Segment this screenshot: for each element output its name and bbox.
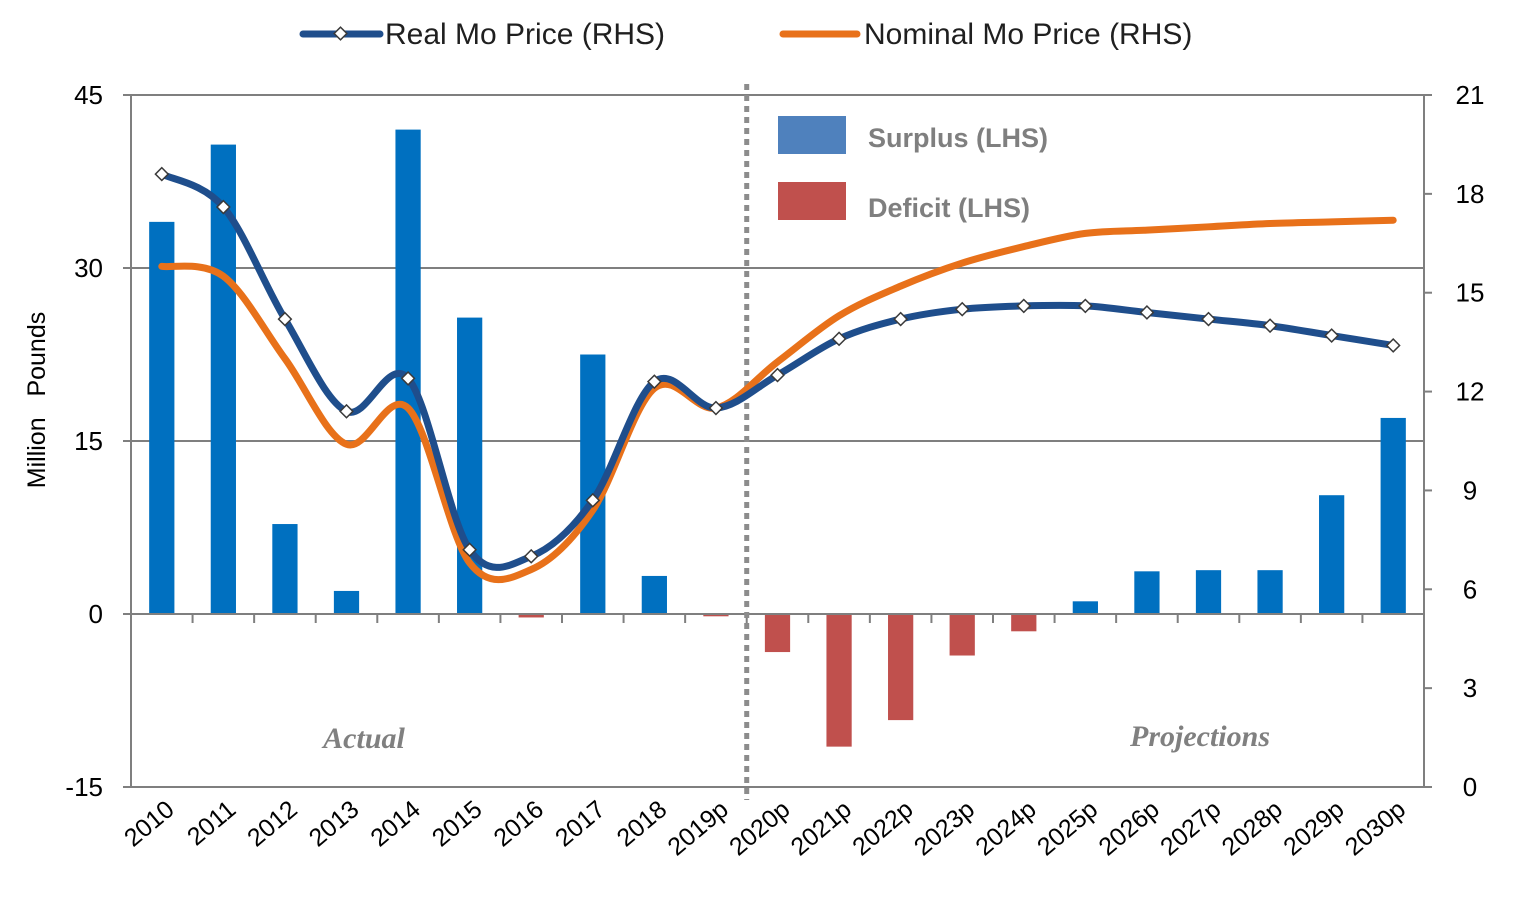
real-price-point-2025p xyxy=(1077,298,1093,314)
bars xyxy=(149,129,1406,747)
category-label-2029p: 2029p xyxy=(1278,795,1349,861)
left-tick-label: -15 xyxy=(65,772,103,802)
deficit-bar-2021p xyxy=(826,614,852,747)
deficit-bar-2024p xyxy=(1011,614,1037,632)
right-tick-label: 9 xyxy=(1463,475,1477,505)
category-label-2016: 2016 xyxy=(488,795,549,852)
right-tick-label: 18 xyxy=(1456,179,1485,209)
category-label-2030p: 2030p xyxy=(1340,795,1411,861)
surplus-bar-2026p xyxy=(1134,571,1160,614)
real-price-point-2020p xyxy=(770,367,785,383)
left-axis-ticks: -15 0 15 30 45 xyxy=(65,80,103,802)
annotation-projections: Projections xyxy=(1129,720,1270,753)
surplus-bar-2029p xyxy=(1319,495,1345,614)
real-price-point-2024p xyxy=(1016,298,1032,314)
legend-deficit-label: Deficit (LHS) xyxy=(868,193,1030,223)
surplus-bar-2012 xyxy=(272,524,298,614)
real-price-point-2023p xyxy=(954,301,970,317)
surplus-bar-2025p xyxy=(1072,601,1098,614)
inner-legend: Surplus (LHS) Deficit (LHS) xyxy=(778,116,1048,223)
category-label-2023p: 2023p xyxy=(909,795,980,861)
legend-nominal-label: Nominal Mo Price (RHS) xyxy=(864,18,1192,51)
real-price-point-2028p xyxy=(1262,318,1278,334)
category-label-2022p: 2022p xyxy=(847,795,918,861)
right-tick-label: 0 xyxy=(1463,772,1477,802)
right-tick-label: 6 xyxy=(1463,574,1477,604)
category-label-2019p: 2019p xyxy=(663,795,734,861)
right-axis-ticks: 0 3 6 9 12 15 18 21 xyxy=(1456,80,1485,802)
category-label-2018: 2018 xyxy=(612,795,673,852)
nominal-price-line xyxy=(158,216,1397,584)
category-label-2021p: 2021p xyxy=(786,795,857,861)
real-price-point-2018 xyxy=(646,374,662,390)
surplus-bar-2028p xyxy=(1257,570,1283,614)
right-tick-label: 15 xyxy=(1456,278,1485,308)
category-label-2028p: 2028p xyxy=(1217,795,1288,861)
category-label-2010: 2010 xyxy=(119,795,180,852)
category-label-2014: 2014 xyxy=(365,795,426,852)
legend-real-marker xyxy=(333,26,348,41)
top-legend: Real Mo Price (RHS) Nominal Mo Price (RH… xyxy=(299,18,1192,51)
surplus-bar-2018 xyxy=(641,575,667,614)
real-price-point-2013 xyxy=(339,403,354,419)
legend-deficit-swatch xyxy=(778,182,846,220)
real-price-point-2021p xyxy=(831,331,847,347)
real-price-point-2010 xyxy=(154,166,170,182)
deficit-bar-2020p xyxy=(764,614,791,653)
annotation-actual: Actual xyxy=(321,722,405,755)
deficit-bar-2019p xyxy=(703,614,729,617)
real-price-point-2016 xyxy=(523,548,539,564)
right-tick-label: 3 xyxy=(1463,673,1477,703)
category-label-2027p: 2027p xyxy=(1155,795,1226,861)
surplus-bar-2027p xyxy=(1195,570,1222,614)
real-price-point-2030p xyxy=(1385,338,1401,353)
category-label-2017: 2017 xyxy=(550,795,611,852)
legend-surplus-swatch xyxy=(778,116,846,154)
deficit-bar-2023p xyxy=(949,614,975,656)
left-tick-label: 15 xyxy=(74,426,103,456)
legend-surplus-label: Surplus (LHS) xyxy=(868,123,1048,153)
real-price-point-2014 xyxy=(400,370,416,386)
category-label-2015: 2015 xyxy=(427,795,488,852)
price-lines xyxy=(154,166,1401,584)
left-axis-title: Million Pounds xyxy=(23,312,51,488)
deficit-bar-2022p xyxy=(888,614,914,721)
right-tick-label: 21 xyxy=(1456,80,1485,110)
real-price-point-2012 xyxy=(277,311,293,327)
category-labels: 2010 2011 2012 2013 2014 2015 2016 2017 20182019… xyxy=(119,795,1411,861)
category-label-2026p: 2026p xyxy=(1094,795,1165,861)
surplus-bar-2013 xyxy=(333,590,360,614)
surplus-bar-2030p xyxy=(1380,417,1406,614)
surplus-bar-2010 xyxy=(149,221,175,614)
category-label-2011: 2011 xyxy=(182,795,241,851)
category-label-2024p: 2024p xyxy=(970,795,1041,861)
real-price-point-2026p xyxy=(1139,305,1155,320)
real-price-point-2011 xyxy=(215,199,231,215)
real-price-point-2019p xyxy=(708,400,724,416)
left-tick-label: 30 xyxy=(74,253,103,283)
real-price-point-2022p xyxy=(893,311,909,327)
axes xyxy=(123,94,1432,788)
category-label-2025p: 2025p xyxy=(1032,795,1103,861)
deficit-bar-2016 xyxy=(518,614,544,618)
category-label-2020p: 2020p xyxy=(724,795,795,861)
category-label-2013: 2013 xyxy=(304,795,365,852)
category-label-2012: 2012 xyxy=(242,795,303,852)
left-tick-label: 45 xyxy=(74,80,103,110)
real-price-point-2017 xyxy=(585,492,601,508)
right-tick-label: 12 xyxy=(1456,377,1485,407)
real-price-point-2029p xyxy=(1324,328,1340,343)
real-price-point-2015 xyxy=(462,542,478,558)
left-tick-label: 0 xyxy=(89,599,103,629)
real-price-point-2027p xyxy=(1201,311,1216,327)
gridlines xyxy=(131,267,1424,442)
legend-real-label: Real Mo Price (RHS) xyxy=(385,18,665,51)
